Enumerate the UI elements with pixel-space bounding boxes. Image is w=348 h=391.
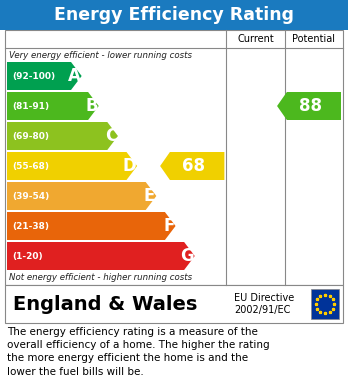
Polygon shape (7, 122, 118, 150)
Text: England & Wales: England & Wales (13, 294, 197, 314)
Text: (92-100): (92-100) (12, 72, 55, 81)
Text: (1-20): (1-20) (12, 251, 42, 260)
Text: (69-80): (69-80) (12, 131, 49, 140)
Text: C: C (105, 127, 117, 145)
Text: D: D (122, 157, 136, 175)
Text: 68: 68 (182, 157, 205, 175)
Bar (5, 285, 343, 323)
Polygon shape (7, 92, 99, 120)
Text: (21-38): (21-38) (12, 221, 49, 231)
Polygon shape (7, 152, 137, 180)
Text: F: F (163, 217, 175, 235)
Bar (0, 0, 348, 30)
Text: The energy efficiency rating is a measure of the
overall efficiency of a home. T: The energy efficiency rating is a measur… (7, 327, 270, 377)
Text: EU Directive
2002/91/EC: EU Directive 2002/91/EC (235, 293, 295, 315)
Bar (5, 30, 343, 285)
Text: Not energy efficient - higher running costs: Not energy efficient - higher running co… (9, 273, 192, 282)
Text: E: E (144, 187, 155, 205)
Polygon shape (7, 242, 195, 270)
Text: A: A (68, 67, 81, 85)
Polygon shape (7, 62, 82, 90)
Text: Very energy efficient - lower running costs: Very energy efficient - lower running co… (9, 51, 192, 60)
Text: Current: Current (237, 34, 274, 44)
Polygon shape (7, 212, 175, 240)
Text: (39-54): (39-54) (12, 192, 49, 201)
Text: Energy Efficiency Rating: Energy Efficiency Rating (54, 6, 294, 24)
Text: (81-91): (81-91) (12, 102, 49, 111)
Text: Potential: Potential (292, 34, 335, 44)
Polygon shape (7, 182, 156, 210)
Polygon shape (277, 92, 341, 120)
Bar (311, 289, 339, 319)
Text: 88: 88 (299, 97, 322, 115)
Text: G: G (180, 247, 194, 265)
Polygon shape (160, 152, 224, 180)
Text: B: B (85, 97, 98, 115)
Text: (55-68): (55-68) (12, 161, 49, 170)
